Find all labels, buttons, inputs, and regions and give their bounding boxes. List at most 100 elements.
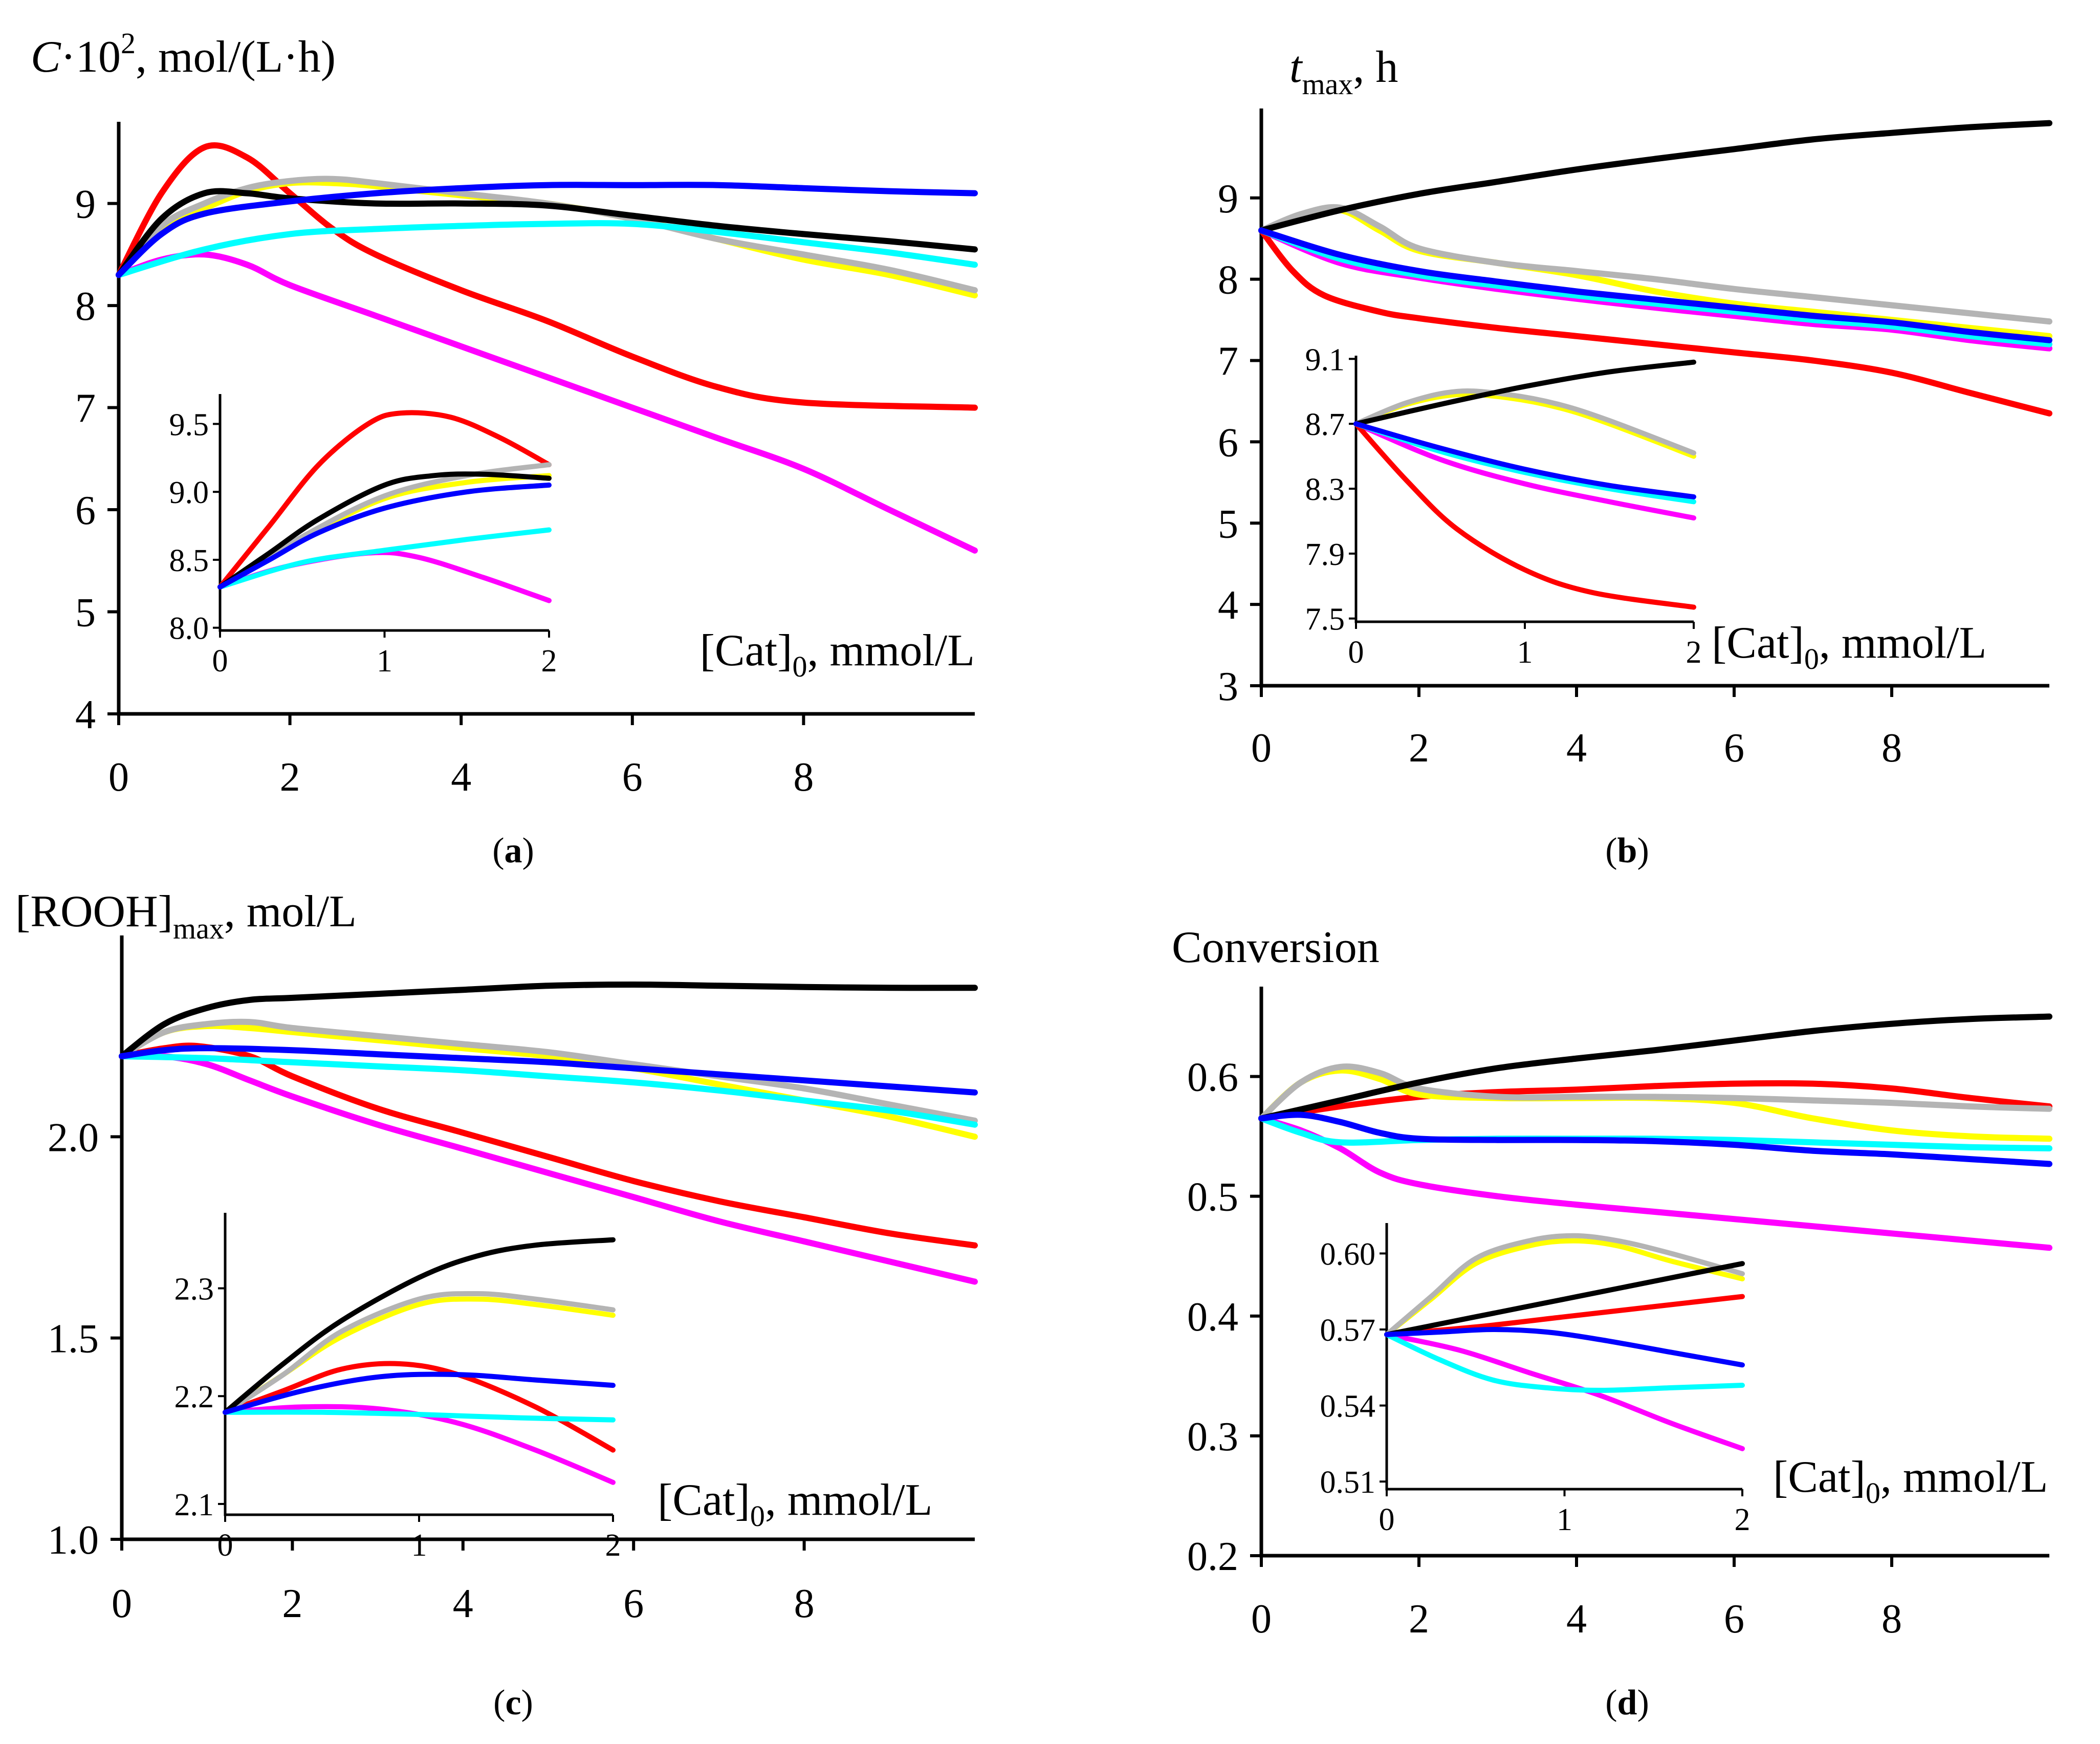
x-tick-label: 6 [622, 755, 643, 800]
inset-series-line-blue [217, 482, 552, 590]
series-line-black [1258, 1013, 2052, 1122]
inset-y-tick-label: 8.3 [1305, 472, 1345, 507]
y-tick-label: 0.4 [1187, 1295, 1238, 1340]
series-line-gray [116, 176, 978, 294]
inset-series-line-blue [1384, 1327, 1745, 1368]
y-axis-title: [ROOH]max, mol/L [15, 887, 357, 945]
x-tick-label: 4 [1566, 1597, 1587, 1642]
y-tick-label: 2.0 [48, 1115, 99, 1160]
inset-chart-b: 0 1 2 7.5 7.9 8.3 8.7 9.1 [1305, 342, 1702, 670]
x-tick-label: 4 [451, 755, 471, 800]
inset-series-line-black [223, 1237, 616, 1415]
x-tick-label: 6 [1724, 726, 1744, 771]
series-line-blue [1258, 1111, 2052, 1167]
inset-y-tick-label: 8.0 [169, 612, 209, 646]
series-line-gray [1258, 204, 2052, 325]
chart-panel-c: 0 2 4 6 8 1.0 1.5 2.0 [ROOH]max, mol/L 0 1 2 2.1 2.2 2… [15, 887, 978, 1723]
series-line-blue [116, 182, 978, 278]
x-tick-label: 6 [1724, 1597, 1744, 1642]
x-tick-label: 2 [1409, 726, 1429, 771]
inset-series-line-magenta [1384, 1332, 1745, 1451]
inset-x-tick-label: 0 [212, 644, 228, 679]
inset-series-line-cyan [1384, 1332, 1745, 1393]
inset-series-line-black [1384, 1261, 1745, 1337]
y-tick-label: 9 [1218, 177, 1238, 222]
inset-chart-d: 0 1 2 0.51 0.54 0.57 0.60 [1320, 1223, 1751, 1537]
x-tick-label: 8 [794, 1581, 815, 1626]
y-tick-label: 0.2 [1187, 1534, 1238, 1579]
y-tick-label: 3 [1218, 664, 1238, 709]
inset-x-tick-label: 2 [1686, 635, 1702, 670]
inset-x-tick-label: 1 [1557, 1502, 1572, 1537]
x-tick-label: 0 [1251, 1597, 1272, 1642]
panel-label: (b) [1605, 831, 1649, 870]
chart-panel-a: 0 2 4 6 8 4 5 6 7 8 9 C·102, mol/(L·h) 0 1 2 8.0 8.5 9.0 9… [31, 27, 978, 870]
y-tick-label: 5 [75, 591, 96, 636]
y-tick-label: 5 [1218, 502, 1238, 547]
inset-y-tick-label: 9.5 [169, 407, 209, 442]
inset-series-line-gray [217, 462, 552, 590]
inset-x-tick-label: 2 [541, 644, 557, 679]
x-tick-label: 8 [1882, 726, 1902, 771]
y-tick-label: 6 [75, 488, 96, 533]
inset-x-tick-label: 0 [217, 1528, 233, 1563]
inset-y-tick-label: 8.7 [1305, 407, 1345, 442]
y-axis-title: C·102, mol/(L·h) [31, 27, 336, 82]
inset-series-line-cyan [223, 1409, 616, 1423]
y-tick-label: 1.5 [48, 1317, 99, 1362]
series-line-red [116, 142, 978, 411]
x-tick-label: 0 [112, 1581, 132, 1626]
inset-series-line-gray [1384, 1233, 1745, 1337]
inset-y-tick-label: 8.5 [169, 543, 209, 578]
x-tick-label: 2 [282, 1581, 302, 1626]
inset-x-tick-label: 1 [1517, 635, 1533, 670]
inset-y-tick-label: 9.0 [169, 475, 209, 510]
inset-y-tick-label: 0.54 [1320, 1389, 1376, 1424]
inset-y-tick-label: 2.3 [174, 1272, 214, 1307]
series-line-cyan [119, 1053, 978, 1128]
inset-series-line-gray [223, 1291, 616, 1415]
x-tick-label: 2 [280, 755, 300, 800]
series-line-magenta [116, 251, 978, 554]
inset-y-tick-label: 0.51 [1320, 1465, 1376, 1500]
series-line-black [1258, 120, 2052, 234]
x-axis-title: [Cat]0, mmol/L [658, 1475, 932, 1533]
y-tick-label: 9 [75, 182, 96, 227]
panel-label: (a) [492, 831, 534, 870]
inset-chart-a: 0 1 2 8.0 8.5 9.0 9.5 [169, 394, 557, 679]
inset-y-tick-label: 7.9 [1305, 537, 1345, 572]
y-tick-label: 0.3 [1187, 1414, 1238, 1459]
series-line-magenta [1258, 1115, 2052, 1251]
series-line-magenta [119, 1052, 978, 1285]
y-tick-label: 1.0 [48, 1518, 99, 1563]
inset-chart-c: 0 1 2 2.1 2.2 2.3 [174, 1213, 621, 1563]
x-tick-label: 8 [1882, 1597, 1902, 1642]
x-axis-title: [Cat]0, mmol/L [1712, 618, 1986, 675]
inset-x-tick-label: 2 [605, 1528, 621, 1563]
x-tick-label: 0 [108, 755, 129, 800]
panel-label: (d) [1605, 1683, 1649, 1723]
series-line-cyan [116, 220, 978, 278]
inset-x-tick-label: 1 [411, 1528, 427, 1563]
series-line-red [1258, 227, 2052, 417]
y-tick-label: 4 [1218, 583, 1238, 628]
inset-x-tick-label: 0 [1348, 635, 1364, 670]
inset-series-line-cyan [217, 527, 552, 590]
inset-x-tick-label: 1 [377, 644, 392, 679]
x-tick-label: 4 [453, 1581, 473, 1626]
series-line-blue [119, 1045, 978, 1096]
x-tick-label: 8 [793, 755, 814, 800]
inset-series-line-blue [223, 1371, 616, 1415]
panel-label: (c) [493, 1683, 533, 1723]
inset-series-line-gray [1353, 388, 1696, 456]
inset-y-tick-label: 0.60 [1320, 1237, 1376, 1272]
y-tick-label: 8 [75, 284, 96, 329]
inset-series-line-black [217, 471, 552, 590]
inset-y-tick-label: 2.1 [174, 1488, 214, 1522]
inset-series-line-red [217, 410, 552, 590]
y-tick-label: 0.6 [1187, 1055, 1238, 1100]
inset-y-tick-label: 0.57 [1320, 1313, 1376, 1348]
chart-panel-b: 0 2 4 6 8 3 4 5 6 7 8 9 tmax, h 0 1 2 7.5 7.9 8.3 8.7 9.1 [Ca… [1218, 42, 2052, 870]
inset-series-line-blue [1353, 421, 1696, 499]
